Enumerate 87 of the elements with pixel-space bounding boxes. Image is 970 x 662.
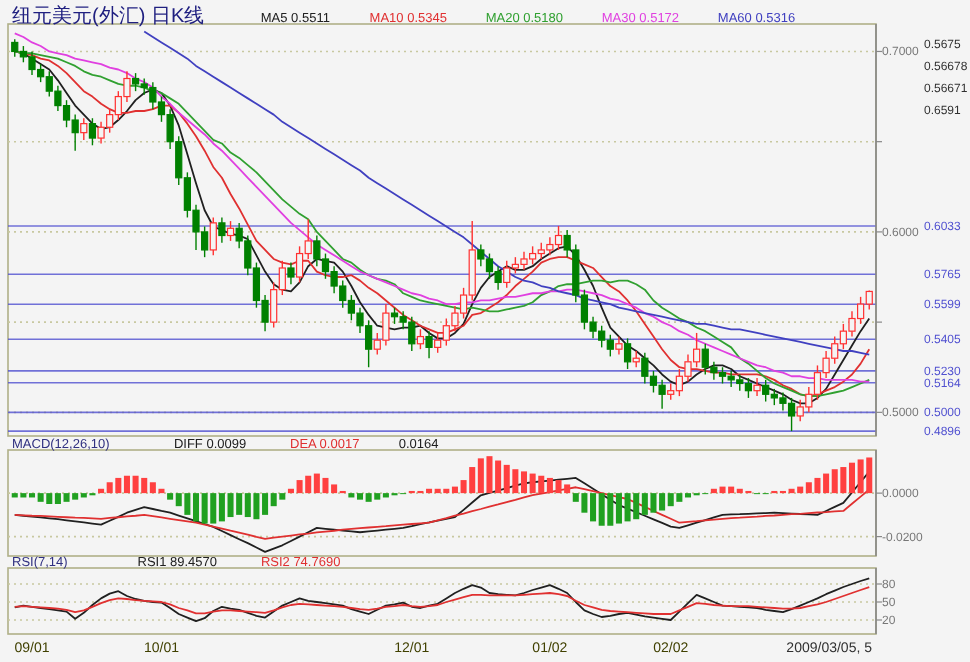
bar bbox=[192, 493, 200, 522]
candlestick bbox=[494, 265, 502, 291]
bar bbox=[840, 467, 847, 494]
candlestick bbox=[546, 236, 554, 257]
candlestick bbox=[477, 243, 485, 267]
bar bbox=[607, 493, 614, 526]
bar bbox=[486, 456, 493, 494]
bar bbox=[210, 493, 217, 524]
bar bbox=[564, 484, 571, 494]
bar bbox=[848, 462, 856, 494]
bar bbox=[477, 458, 484, 494]
bar bbox=[831, 469, 838, 494]
candlestick bbox=[753, 377, 761, 397]
bar bbox=[37, 493, 44, 502]
candlestick bbox=[313, 234, 321, 267]
bar bbox=[581, 493, 588, 513]
bar bbox=[641, 493, 648, 515]
bar bbox=[313, 473, 320, 494]
bar bbox=[279, 493, 286, 500]
bar bbox=[296, 480, 303, 494]
bar bbox=[63, 493, 70, 502]
candlestick bbox=[615, 335, 623, 356]
bar bbox=[633, 493, 640, 520]
bar bbox=[72, 493, 79, 500]
bar bbox=[624, 493, 631, 522]
bar bbox=[167, 493, 174, 500]
bar bbox=[184, 493, 191, 515]
candlestick bbox=[330, 265, 338, 294]
bar bbox=[598, 493, 605, 526]
bar bbox=[736, 488, 743, 494]
bar bbox=[719, 486, 726, 494]
bar bbox=[443, 488, 450, 494]
bar bbox=[175, 493, 182, 507]
candlestick bbox=[97, 121, 105, 145]
line-series bbox=[13, 486, 871, 540]
bar bbox=[512, 469, 519, 494]
candlestick bbox=[641, 352, 649, 385]
bar bbox=[46, 493, 53, 504]
bar bbox=[322, 477, 329, 494]
bar bbox=[555, 480, 562, 494]
bar bbox=[365, 493, 372, 502]
candlestick bbox=[382, 303, 390, 347]
candlestick bbox=[684, 353, 692, 383]
candlestick bbox=[149, 81, 157, 110]
bar bbox=[227, 493, 234, 518]
bar bbox=[98, 488, 105, 494]
bar bbox=[667, 493, 674, 507]
bar bbox=[529, 473, 536, 494]
candlestick bbox=[520, 251, 528, 271]
bar bbox=[814, 477, 821, 494]
candlestick bbox=[425, 330, 433, 359]
bar bbox=[270, 493, 277, 507]
bar bbox=[115, 477, 122, 494]
bar bbox=[305, 475, 312, 494]
chart-title: 纽元美元(外汇) 日K线 bbox=[12, 4, 205, 28]
bar bbox=[788, 488, 795, 494]
bar bbox=[650, 493, 657, 513]
bar bbox=[106, 482, 113, 494]
bar bbox=[158, 488, 165, 494]
bar bbox=[434, 488, 441, 494]
bar bbox=[201, 493, 208, 524]
candlestick bbox=[658, 379, 666, 410]
candlestick bbox=[848, 310, 856, 338]
bar bbox=[538, 475, 545, 494]
candlestick bbox=[779, 391, 787, 412]
bar bbox=[141, 477, 148, 494]
bar bbox=[253, 493, 260, 520]
bar bbox=[520, 471, 528, 494]
bar bbox=[503, 464, 510, 494]
bar bbox=[797, 486, 804, 494]
line-series bbox=[13, 577, 871, 623]
bar bbox=[374, 493, 381, 500]
candlestick bbox=[287, 261, 295, 285]
bar bbox=[676, 493, 683, 502]
bar bbox=[857, 459, 864, 494]
bar bbox=[132, 475, 139, 494]
line-series bbox=[143, 30, 871, 356]
candlestick bbox=[71, 113, 79, 152]
line-series bbox=[13, 586, 871, 615]
bar bbox=[356, 493, 364, 500]
candlestick bbox=[218, 216, 226, 244]
bar bbox=[236, 493, 243, 515]
bar bbox=[244, 493, 251, 518]
candlestick bbox=[28, 50, 36, 76]
bar bbox=[866, 457, 873, 494]
bar bbox=[805, 482, 812, 494]
candlestick bbox=[727, 370, 735, 388]
